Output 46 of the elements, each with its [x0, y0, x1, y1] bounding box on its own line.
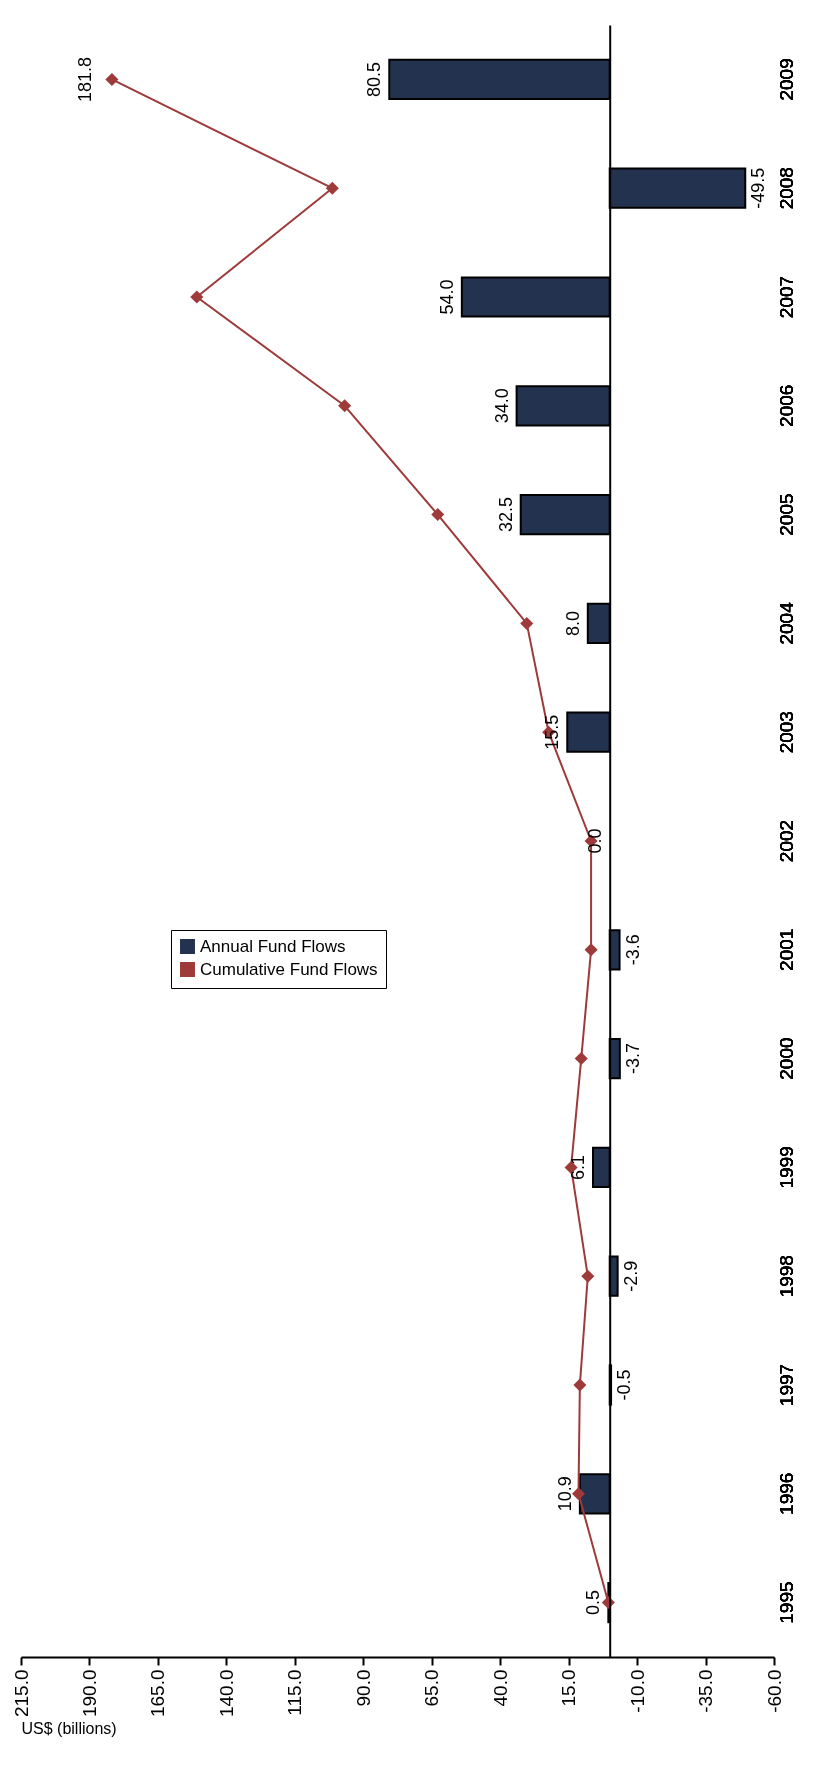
y-tick-label: 1998 — [775, 1255, 797, 1298]
x-tick-label: 215.0 — [10, 1669, 32, 1718]
x-tick-label: 65.0 — [421, 1669, 443, 1707]
y-tick-label: 2004 — [775, 601, 797, 645]
data-label: -2.9 — [620, 1260, 641, 1292]
x-tick-label: -10.0 — [626, 1669, 648, 1713]
data-label: 8.0 — [562, 610, 583, 636]
x-tick-label: -35.0 — [695, 1669, 717, 1713]
x-tick-label: 190.0 — [78, 1669, 100, 1718]
y-tick-label: 1997 — [775, 1363, 797, 1407]
y-tick-label: 2000 — [775, 1037, 797, 1080]
x-tick-label: 115.0 — [284, 1669, 306, 1716]
y-tick-label: 2003 — [775, 711, 797, 754]
legend-label: Cumulative Fund Flows — [200, 959, 378, 979]
data-label: 181.8 — [74, 56, 95, 102]
y-tick-label: 2007 — [775, 275, 797, 319]
y-tick-label: 2005 — [775, 493, 797, 536]
y-tick-label: 2008 — [775, 167, 797, 210]
y-tick-label: 1996 — [775, 1472, 797, 1515]
y-tick-label: 2009 — [775, 58, 797, 101]
data-label: 10.9 — [554, 1476, 575, 1512]
data-label: 54.0 — [436, 279, 457, 315]
x-tick-label: 165.0 — [147, 1669, 169, 1718]
x-tick-label: 15.0 — [558, 1669, 580, 1707]
data-label: 15.5 — [542, 714, 563, 750]
data-label: 34.0 — [491, 388, 512, 424]
data-label: 6.1 — [568, 1154, 589, 1180]
data-label: -49.5 — [748, 167, 769, 209]
data-label: 80.5 — [364, 61, 385, 97]
x-axis-title: US$ (billions) — [21, 1720, 117, 1738]
x-tick-label: -60.0 — [763, 1669, 785, 1713]
data-label: 0.5 — [583, 1590, 604, 1616]
data-label: -0.5 — [614, 1369, 635, 1401]
data-label: -3.6 — [622, 934, 643, 966]
y-tick-label: 1999 — [775, 1146, 797, 1189]
x-tick-label: 40.0 — [489, 1669, 511, 1707]
y-tick-label: 1995 — [775, 1581, 797, 1624]
x-tick-label: 140.0 — [215, 1669, 237, 1718]
y-tick-label: 2001 — [775, 928, 797, 971]
y-tick-label: 2006 — [775, 384, 797, 427]
data-label: 32.5 — [495, 497, 516, 533]
y-tick-label: 2002 — [775, 819, 797, 863]
data-label: -3.7 — [622, 1043, 643, 1075]
legend-label: Annual Fund Flows — [200, 936, 346, 956]
x-tick-label: 90.0 — [352, 1669, 374, 1707]
data-label: 0.0 — [584, 828, 605, 854]
